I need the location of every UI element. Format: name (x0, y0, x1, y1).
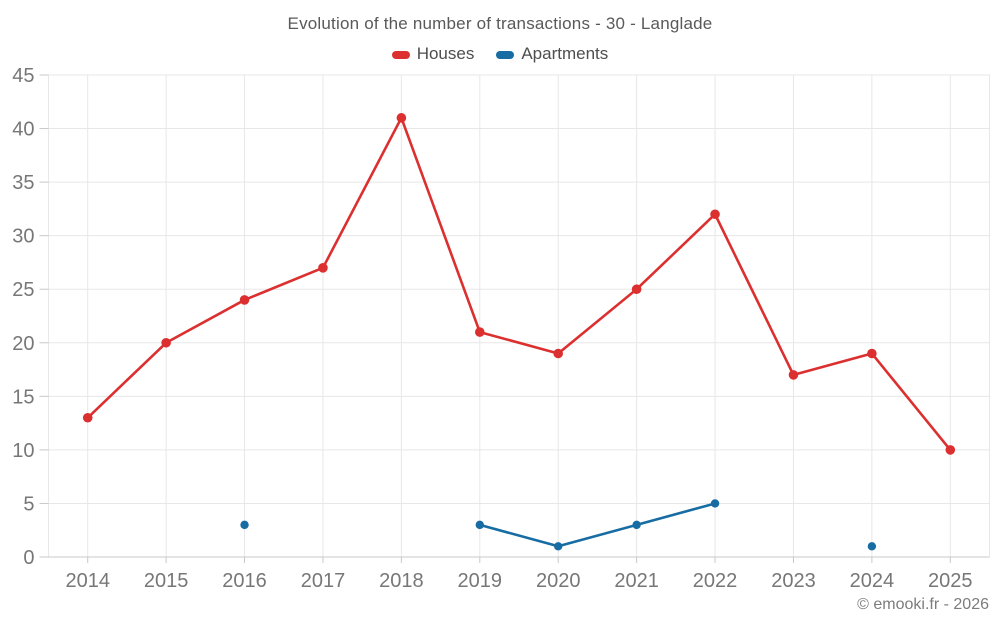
svg-text:0: 0 (23, 547, 34, 569)
svg-text:25: 25 (12, 279, 34, 301)
svg-text:10: 10 (12, 440, 34, 462)
svg-text:2018: 2018 (379, 570, 424, 592)
gridlines (48, 74, 990, 558)
legend-label-apartments: Apartments (521, 44, 609, 63)
series-apartments (240, 499, 877, 551)
chart-title: Evolution of the number of transactions … (287, 14, 713, 33)
svg-text:20: 20 (12, 333, 34, 355)
svg-text:2021: 2021 (614, 570, 659, 592)
svg-text:45: 45 (12, 65, 34, 87)
svg-text:2015: 2015 (144, 570, 189, 592)
svg-text:15: 15 (12, 386, 34, 408)
legend-label-houses: Houses (416, 44, 475, 63)
series-houses (82, 113, 956, 455)
svg-text:2016: 2016 (222, 570, 267, 592)
svg-text:5: 5 (23, 493, 34, 515)
legend-item-houses[interactable]: Houses (391, 44, 475, 64)
y-axis-labels: 0 5 10 15 20 25 30 35 40 45 (12, 65, 34, 569)
legend-item-apartments[interactable]: Apartments (496, 44, 608, 64)
x-axis-labels: 2014 2015 2016 2017 2018 2019 2020 2021 2022 2023… (65, 570, 972, 592)
svg-text:2019: 2019 (458, 570, 503, 592)
axes-ticks (39, 74, 990, 563)
chart-legend: Houses Apartments (0, 44, 1000, 64)
copyright-credit: © emooki.fr - 2026 (857, 596, 989, 613)
svg-text:40: 40 (12, 119, 34, 141)
apartments-series-swatch-icon (496, 51, 515, 59)
svg-text:35: 35 (12, 172, 34, 194)
svg-text:2025: 2025 (928, 570, 973, 592)
svg-text:2014: 2014 (65, 570, 110, 592)
svg-text:2017: 2017 (301, 570, 346, 592)
svg-text:30: 30 (12, 226, 34, 248)
svg-text:2022: 2022 (693, 570, 738, 592)
houses-series-swatch-icon (391, 51, 410, 59)
svg-text:2024: 2024 (850, 570, 895, 592)
svg-text:2020: 2020 (536, 570, 581, 592)
svg-text:2023: 2023 (771, 570, 816, 592)
